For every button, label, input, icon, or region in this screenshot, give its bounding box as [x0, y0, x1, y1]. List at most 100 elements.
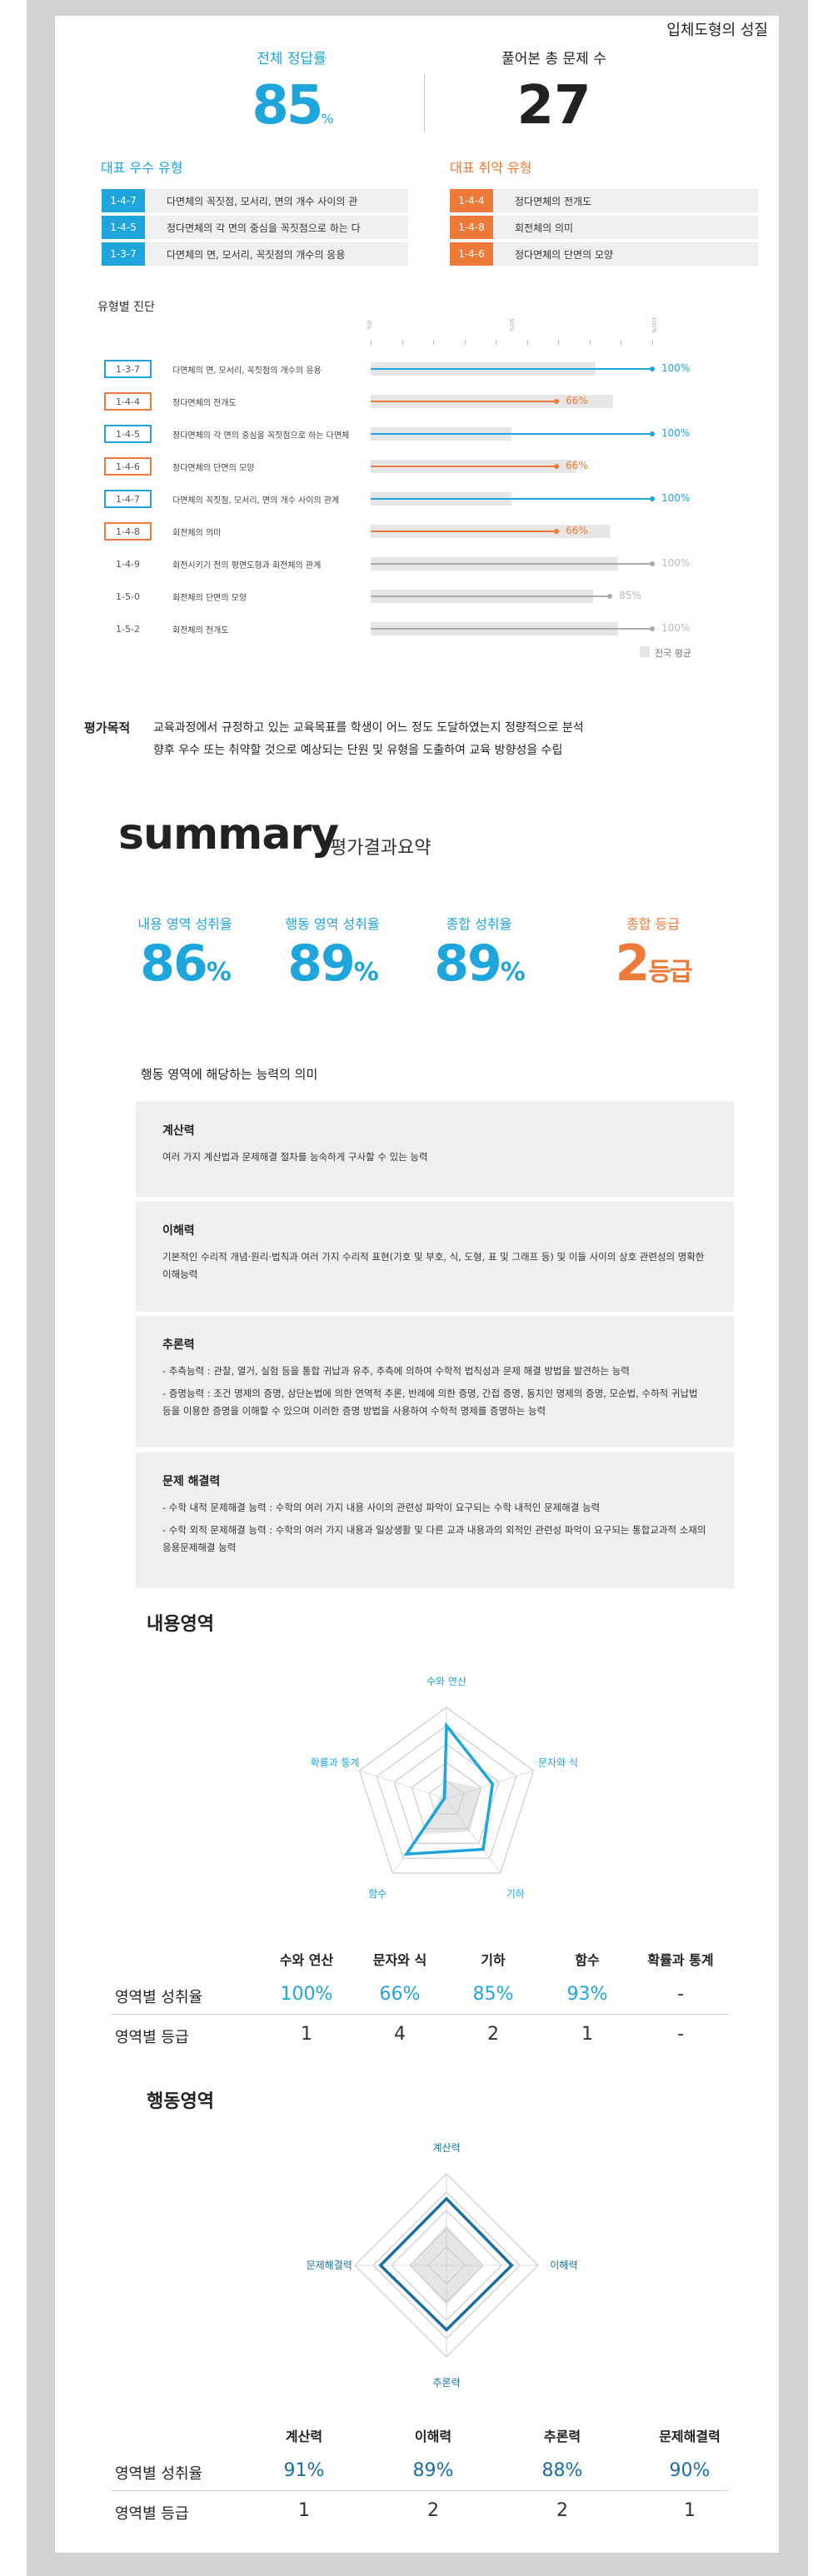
best-types-list: 1-4-7 다면체의 꼭짓점, 모서리, 면의 개수 사이의 관 1-4-5 정다면체…	[102, 189, 408, 269]
type-code: 1-4-8	[450, 216, 493, 239]
stat-label: 종합 성취율	[446, 916, 512, 932]
rate-cell: 85%	[472, 1984, 514, 2005]
score-label: 100%	[661, 362, 691, 374]
total-value: 27	[516, 75, 591, 137]
type-label: 회전체의 단면의 모양	[172, 594, 247, 603]
type-label: 정다면체의 단면의 모양	[172, 464, 255, 473]
type-code-badge: 1-4-7	[104, 490, 152, 508]
diagnosis-row: 1-5-2 회전체의 전개도 100%	[0, 620, 833, 638]
table-column-header: 확률과 통계	[647, 1952, 714, 1968]
diagnosis-row: 1-4-8 회전체의 의미 66%	[0, 522, 833, 541]
ability-name: 계산력	[162, 1124, 195, 1138]
type-label: 정다면체의 전개도	[172, 399, 237, 408]
grade-cell: 1	[581, 2024, 593, 2045]
total-label: 풀어본 총 문제 수	[501, 51, 606, 67]
summary-title: summary	[118, 810, 339, 859]
tick-label: 100%	[651, 316, 658, 334]
type-code: 1-4-4	[450, 189, 493, 212]
stat-label: 종합 등급	[626, 916, 680, 932]
score-line	[371, 628, 652, 630]
score-line	[371, 433, 652, 435]
stat-value: 89%	[396, 934, 562, 993]
radar-axis	[446, 1770, 534, 1800]
radar-axis-label: 기하	[506, 1888, 525, 1900]
purpose-line-2: 향후 우수 또는 취약할 것으로 예상되는 단원 및 유형을 도출하여 교육 방…	[153, 744, 563, 757]
ability-name: 이해력	[162, 1224, 195, 1238]
grade-cell: -	[677, 2024, 684, 2045]
radar-axis-label: 문제해결력	[307, 2260, 352, 2271]
grade-cell: 2	[427, 2500, 439, 2521]
table-column-header: 수와 연산	[279, 1952, 334, 1968]
divider	[424, 73, 425, 132]
tick-mark	[558, 340, 560, 345]
weak-types-list: 1-4-4 정다면체의 전개도 1-4-8 회전체의 의미 1-4-6 정다면체의 단면의…	[450, 189, 758, 269]
type-code-badge: 1-4-4	[104, 392, 152, 411]
type-code-badge: 1-5-2	[116, 623, 140, 635]
tick-label: 50%	[507, 318, 515, 331]
ability-box: 이해력 기본적인 수리적 개념·원리·법칙과 여러 가지 수리적 표현(기호 및 …	[136, 1202, 734, 1312]
grade-cell: 2	[487, 2024, 499, 2045]
stat-unit: %	[206, 958, 232, 987]
best-types-title: 대표 우수 유형	[101, 160, 183, 176]
type-row: 1-4-7 다면체의 꼭짓점, 모서리, 면의 개수 사이의 관	[102, 189, 408, 212]
weak-types-title: 대표 취약 유형	[450, 160, 532, 176]
score-label: 66%	[566, 460, 588, 471]
score-dot	[650, 626, 655, 631]
radar-axis	[446, 1798, 501, 1874]
tick-mark	[589, 340, 591, 345]
score-label: 100%	[661, 557, 691, 569]
type-label: 다면체의 면, 모서리, 꼭짓점의 개수의 응용	[167, 248, 346, 261]
ability-box: 문제 해결력 - 수학 내적 문제해결 능력 : 수학의 여러 가지 내용 사이의…	[136, 1452, 734, 1588]
rate-cell: 91%	[283, 2460, 325, 2481]
type-code-badge: 1-3-7	[104, 360, 152, 378]
grade-cell: 4	[394, 2024, 406, 2045]
type-label: 정다면체의 전개도	[515, 195, 592, 207]
ability-box: 추론력 - 추측능력 : 관찰, 열거, 실험 등을 통합 귀납과 유추, 추측에…	[136, 1316, 734, 1447]
grade-cell: 2	[556, 2500, 568, 2521]
purpose-label: 평가목적	[84, 720, 131, 735]
stat-unit: %	[500, 958, 526, 987]
grade-row-label: 영역별 등급	[115, 2505, 189, 2523]
table-column-header: 문제해결력	[659, 2429, 721, 2444]
table-divider	[112, 2490, 728, 2491]
type-label: 다면체의 꼭짓점, 모서리, 면의 개수 사이의 관	[167, 195, 358, 207]
score-line	[371, 595, 611, 597]
type-label: 정다면체의 각 면의 중심을 꼭짓점으로 하는 다	[167, 222, 361, 234]
score-dot	[650, 496, 655, 501]
tick-mark	[464, 340, 466, 345]
diagnosis-row: 1-4-4 정다면체의 전개도 66%	[0, 392, 833, 411]
score-label: 66%	[566, 395, 588, 406]
score-dot	[554, 529, 560, 534]
rate-cell: 89%	[412, 2460, 454, 2481]
ability-name: 추론력	[162, 1338, 195, 1352]
ability-description: - 수학 내적 문제해결 능력 : 수학의 여러 가지 내용 사이의 관련성 파…	[162, 1502, 601, 1513]
score-dot	[554, 464, 560, 469]
score-dot	[607, 594, 613, 599]
grade-cell: 1	[298, 2500, 310, 2521]
rate-row-label: 영역별 성취율	[115, 1989, 203, 2006]
stat-value: 2등급	[570, 934, 736, 993]
radar-score-polygon	[378, 2196, 514, 2332]
radar-grid-ring	[376, 1725, 517, 1859]
score-line	[371, 401, 557, 402]
score-label: 100%	[661, 492, 691, 504]
type-code-badge: 1-4-9	[116, 558, 140, 570]
type-label: 회전체의 의미	[515, 222, 574, 234]
rate-cell: 93%	[566, 1984, 608, 2005]
legend-swatch	[640, 646, 650, 657]
tick-label: 0%	[365, 320, 372, 330]
accuracy-value: 85%	[208, 75, 375, 137]
radar-grid-ring	[358, 1707, 535, 1874]
stat-number: 86	[140, 934, 207, 993]
score-label: 100%	[661, 622, 691, 634]
score-dot	[554, 399, 560, 404]
table-divider	[112, 2014, 728, 2015]
score-dot	[650, 561, 655, 566]
radar-national-avg	[410, 2225, 483, 2306]
score-line	[371, 466, 557, 467]
ability-box: 계산력 여러 가지 계산법과 문제해결 절차를 능숙하게 구사할 수 있는 능력	[136, 1102, 734, 1197]
type-code-badge: 1-4-6	[104, 457, 152, 476]
diagnosis-row: 1-5-0 회전체의 단면의 모양 85%	[0, 587, 833, 605]
